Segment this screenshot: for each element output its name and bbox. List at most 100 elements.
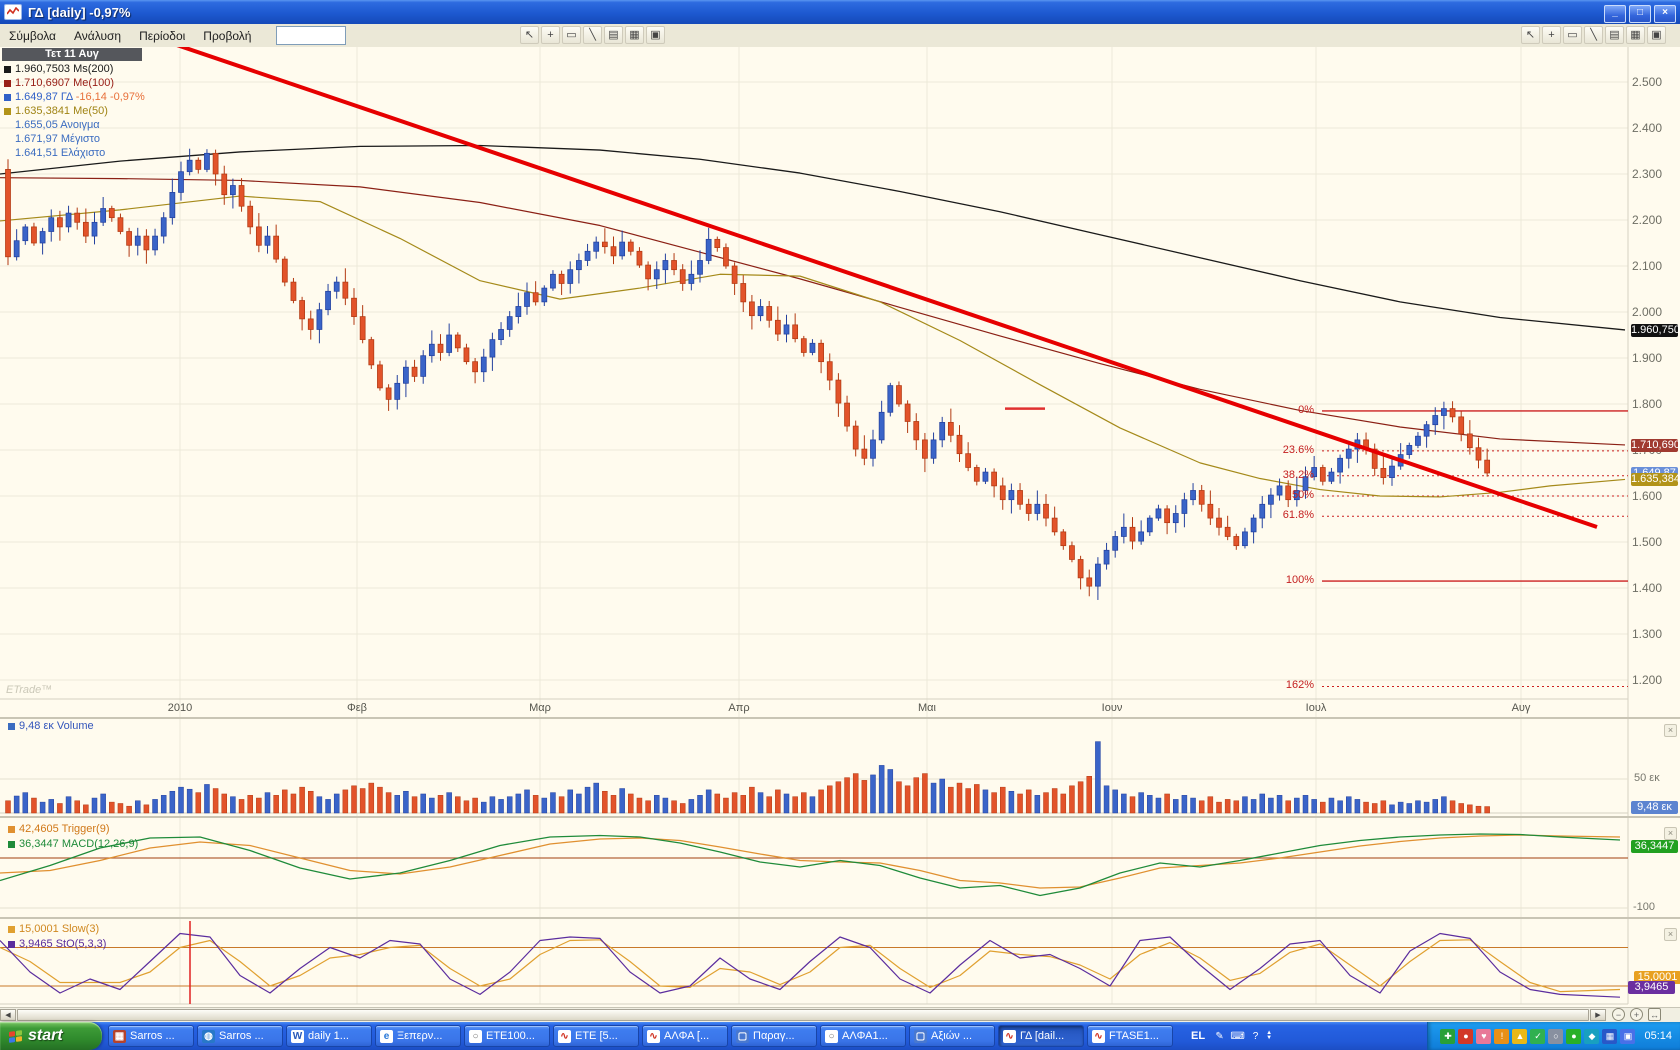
candle-body xyxy=(463,347,470,363)
task-button[interactable]: ▢ Παραγ... xyxy=(731,1025,817,1047)
trendline-tool-icon[interactable]: ╲ xyxy=(583,26,602,44)
options-arrows-icon[interactable]: ▲ ▼ xyxy=(1266,1030,1273,1041)
task-button[interactable]: ∿ FTASE1... xyxy=(1087,1025,1173,1047)
scrollbar-thumb[interactable] xyxy=(17,1009,1589,1021)
menu-Περίοδοι[interactable]: Περίοδοι xyxy=(139,28,186,43)
volume-bar xyxy=(437,795,444,814)
candlestick-view-icon[interactable]: ▤ xyxy=(604,26,623,44)
task-app-icon: ○ xyxy=(825,1029,838,1043)
grid-view-icon[interactable]: ▦ xyxy=(1626,26,1645,44)
candle-body xyxy=(1112,536,1119,551)
tray-icons: ✚ ● ♥! ▲ ✓ ○ ● ◆ ▦ ▣ xyxy=(1440,1028,1636,1044)
volume-bar xyxy=(532,795,539,814)
candle-body xyxy=(1025,503,1032,514)
stoch-splitter[interactable] xyxy=(0,917,1680,919)
volume-splitter[interactable] xyxy=(0,717,1680,719)
tray-icon-11[interactable]: ▣ xyxy=(1620,1028,1636,1044)
price-tick-label: 1.500 xyxy=(1632,535,1663,549)
scroll-right-arrow[interactable]: ▶ xyxy=(1590,1009,1606,1021)
tray-icon-5[interactable]: ▲ xyxy=(1512,1028,1528,1044)
task-button[interactable]: ∿ ΕΤΕ [5... xyxy=(553,1025,639,1047)
task-button[interactable]: ○ ΕΤΕ100... xyxy=(464,1025,550,1047)
scroll-left-arrow[interactable]: ◀ xyxy=(0,1009,16,1021)
candle-body xyxy=(1051,517,1058,533)
macd-close-icon[interactable]: × xyxy=(1664,827,1677,840)
volume-close-icon[interactable]: × xyxy=(1664,724,1677,737)
volume-bar xyxy=(1043,792,1049,814)
restore-button-icon[interactable]: □ xyxy=(1629,4,1651,23)
candle-body xyxy=(1441,408,1447,416)
pointer-tool-icon[interactable]: ↖ xyxy=(520,26,539,44)
menu-Ανάλυση[interactable]: Ανάλυση xyxy=(74,28,122,43)
volume-bar xyxy=(852,773,859,814)
symbol-input[interactable] xyxy=(276,26,347,45)
trendline[interactable] xyxy=(168,47,1598,529)
tray-icon-4[interactable]: ! xyxy=(1494,1028,1510,1044)
candle-body xyxy=(1086,577,1093,587)
tray-icon-9[interactable]: ◆ xyxy=(1584,1028,1600,1044)
zoom-out-icon[interactable]: − xyxy=(1612,1008,1625,1021)
task-button[interactable]: ○ ΑΛΦΑ1... xyxy=(820,1025,906,1047)
candle-body xyxy=(636,250,643,266)
minimize-button-icon[interactable]: _ xyxy=(1604,4,1626,23)
task-button[interactable]: ◍ Sarros ... xyxy=(197,1025,283,1047)
ma50-line xyxy=(0,195,1626,498)
zoom-in-tool-icon[interactable]: + xyxy=(541,26,560,44)
candle-body xyxy=(342,281,349,299)
task-app-icon: ○ xyxy=(469,1029,482,1043)
keyboard-icon[interactable]: ⌨ xyxy=(1230,1030,1245,1042)
candle-body xyxy=(524,292,530,307)
save-icon[interactable]: ▣ xyxy=(1647,26,1666,44)
volume-bar xyxy=(801,792,807,814)
tray-icon-2[interactable]: ● xyxy=(1458,1028,1474,1044)
trendline-tool-icon[interactable]: ╲ xyxy=(1584,26,1603,44)
volume-bar xyxy=(1328,797,1335,814)
candle-body xyxy=(991,471,997,487)
grid-view-icon[interactable]: ▦ xyxy=(625,26,644,44)
close-button-icon[interactable]: × xyxy=(1654,4,1676,23)
candlestick-view-icon[interactable]: ▤ xyxy=(1605,26,1624,44)
start-button[interactable]: start xyxy=(0,1022,102,1050)
price-tick-label: 2.500 xyxy=(1632,75,1663,89)
task-button[interactable]: ∿ ΓΔ [dail... xyxy=(998,1025,1084,1047)
zoom-in-icon[interactable]: + xyxy=(1630,1008,1643,1021)
volume-bar xyxy=(463,800,470,814)
tray-icon-8[interactable]: ● xyxy=(1566,1028,1582,1044)
task-button[interactable]: ∿ ΑΛΦΑ [... xyxy=(642,1025,728,1047)
volume-bar xyxy=(1147,795,1153,814)
tray-icon-7[interactable]: ○ xyxy=(1548,1028,1564,1044)
volume-bar xyxy=(403,790,409,814)
pointer-tool-icon[interactable]: ↖ xyxy=(1521,26,1540,44)
pen-icon[interactable]: ✎ xyxy=(1215,1030,1224,1042)
task-app-icon: ∿ xyxy=(1092,1029,1105,1043)
tray-icon-1[interactable]: ✚ xyxy=(1440,1028,1456,1044)
app-chart-icon xyxy=(4,4,22,20)
fit-width-icon[interactable]: ↔ xyxy=(1648,1008,1661,1021)
box-tool-icon[interactable]: ▭ xyxy=(562,26,581,44)
macd-trigger-header: 42,4605 Trigger(9) xyxy=(8,823,110,835)
task-button[interactable]: e Ξεπερν... xyxy=(375,1025,461,1047)
volume-bar xyxy=(282,789,288,814)
volume-bar xyxy=(1285,800,1291,814)
macd-splitter[interactable] xyxy=(0,816,1680,818)
volume-bar xyxy=(256,797,262,814)
candle-body xyxy=(446,334,453,353)
zoom-in-tool-icon[interactable]: + xyxy=(1542,26,1561,44)
language-indicator[interactable]: EL xyxy=(1191,1030,1206,1042)
help-icon[interactable]: ? xyxy=(1252,1030,1259,1042)
tray-icon-3[interactable]: ♥ xyxy=(1476,1028,1492,1044)
menu-Προβολή[interactable]: Προβολή xyxy=(203,28,252,43)
tray-icon-10[interactable]: ▦ xyxy=(1602,1028,1618,1044)
stoch-close-icon[interactable]: × xyxy=(1664,928,1677,941)
volume-bar xyxy=(1034,795,1041,814)
candle-body xyxy=(1043,503,1049,519)
box-tool-icon[interactable]: ▭ xyxy=(1563,26,1582,44)
task-button[interactable]: ▦ Sarros ... xyxy=(108,1025,194,1047)
save-icon[interactable]: ▣ xyxy=(646,26,665,44)
menu-Σύμβολα[interactable]: Σύμβολα xyxy=(9,28,56,43)
tray-icon-6[interactable]: ✓ xyxy=(1530,1028,1546,1044)
volume-bar xyxy=(1051,788,1058,814)
date-tooltip: Τετ 11 Αυγ xyxy=(2,48,142,61)
task-button[interactable]: ▢ Αξιών ... xyxy=(909,1025,995,1047)
